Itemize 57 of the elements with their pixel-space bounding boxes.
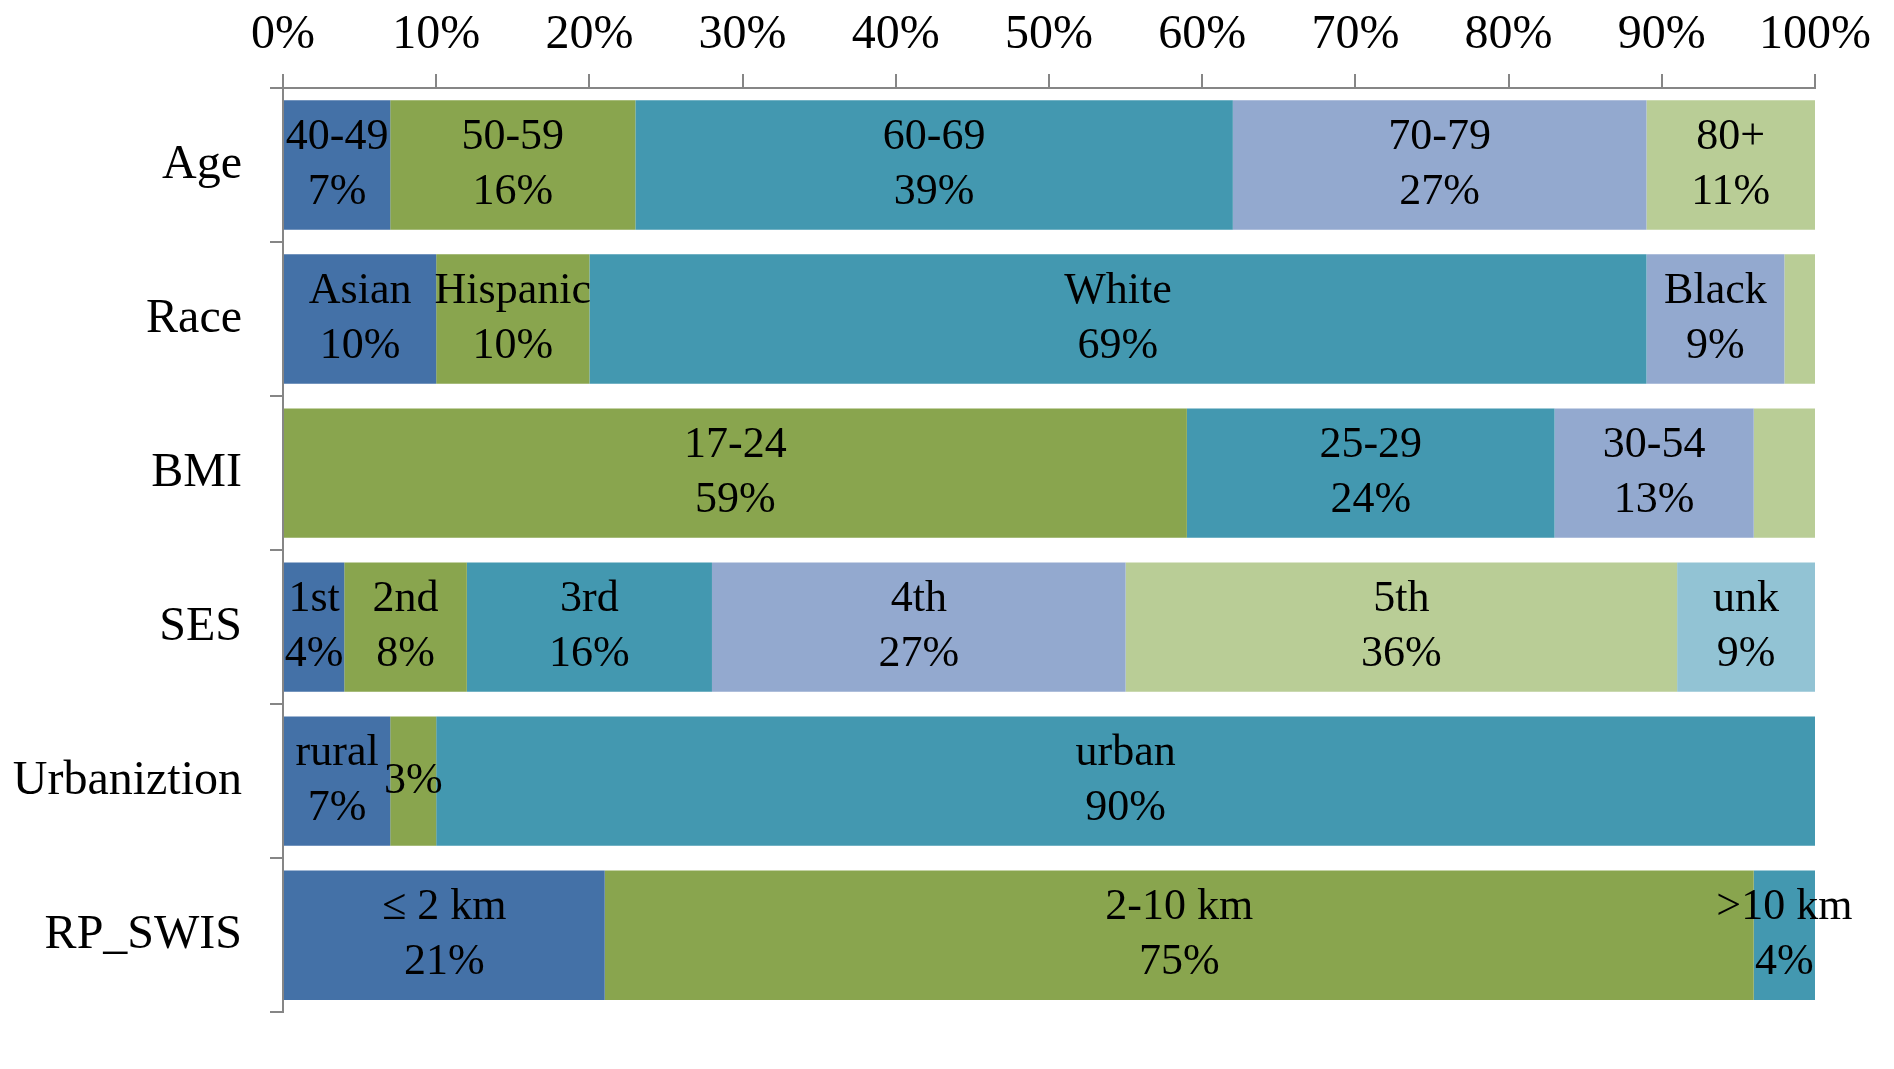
y-tick-label: Race bbox=[146, 288, 242, 342]
bar bbox=[711, 562, 1126, 692]
x-tick-label: 10% bbox=[392, 4, 481, 58]
bar bbox=[284, 408, 1187, 538]
data-label: Asian 10% bbox=[308, 264, 412, 369]
bar bbox=[284, 254, 437, 384]
data-label: 1st 4% bbox=[284, 572, 344, 677]
bar bbox=[1753, 408, 1815, 538]
data-label: White 69% bbox=[1064, 264, 1172, 369]
data-label: 4th 27% bbox=[878, 572, 960, 677]
data-label: 80+ 11% bbox=[1691, 110, 1771, 215]
data-label: urban 90% bbox=[1075, 726, 1176, 831]
bar bbox=[390, 100, 636, 230]
y-tick-label: BMI bbox=[151, 442, 242, 496]
data-label: rural 7% bbox=[295, 726, 379, 831]
data-label: Black 9% bbox=[1664, 264, 1767, 369]
bar bbox=[635, 100, 1233, 230]
data-label: 40-49 7% bbox=[285, 110, 389, 215]
data-label: 17-24 59% bbox=[684, 418, 787, 523]
x-tick-label: 40% bbox=[851, 4, 940, 58]
bar bbox=[1186, 408, 1555, 538]
bar bbox=[1646, 254, 1785, 384]
data-label: ≤ 2 km 21% bbox=[382, 880, 507, 985]
x-tick-label: 90% bbox=[1617, 4, 1706, 58]
x-tick-label: 0% bbox=[251, 4, 315, 58]
x-tick-label: 50% bbox=[1005, 4, 1093, 58]
bar bbox=[1232, 100, 1647, 230]
x-tick-label: 100% bbox=[1759, 4, 1871, 58]
bar bbox=[1646, 100, 1815, 230]
bar bbox=[344, 562, 467, 692]
y-tick-label: SES bbox=[159, 596, 242, 650]
data-label: unk 9% bbox=[1713, 572, 1780, 677]
data-label: 2nd 8% bbox=[372, 572, 439, 677]
x-tick-label: 30% bbox=[698, 4, 787, 58]
y-tick-label: Urbaniztion bbox=[12, 750, 242, 804]
bar bbox=[1554, 408, 1754, 538]
data-label: Hispanic 10% bbox=[434, 264, 591, 369]
data-label: 30-54 13% bbox=[1602, 418, 1706, 523]
data-label: 3rd 16% bbox=[549, 572, 630, 677]
bar bbox=[1125, 562, 1678, 692]
x-tick-label: 20% bbox=[545, 4, 634, 58]
data-label: 60-69 39% bbox=[882, 110, 986, 215]
data-label: 25-29 24% bbox=[1319, 418, 1423, 523]
y-tick-label: Age bbox=[162, 134, 242, 188]
data-label: 2-10 km 75% bbox=[1105, 880, 1254, 985]
data-label: 5th 36% bbox=[1361, 572, 1442, 677]
bar bbox=[466, 562, 712, 692]
bar bbox=[1677, 562, 1815, 692]
x-tick-label: 60% bbox=[1158, 4, 1247, 58]
data-label: 50-59 16% bbox=[461, 110, 565, 215]
data-label: 70-79 27% bbox=[1388, 110, 1491, 215]
bar bbox=[284, 870, 605, 1000]
y-tick-label: RP_SWIS bbox=[44, 904, 242, 958]
bar bbox=[1784, 254, 1815, 384]
x-tick-label: 70% bbox=[1311, 4, 1400, 58]
bar bbox=[589, 254, 1647, 384]
x-tick-label: 80% bbox=[1464, 4, 1553, 58]
